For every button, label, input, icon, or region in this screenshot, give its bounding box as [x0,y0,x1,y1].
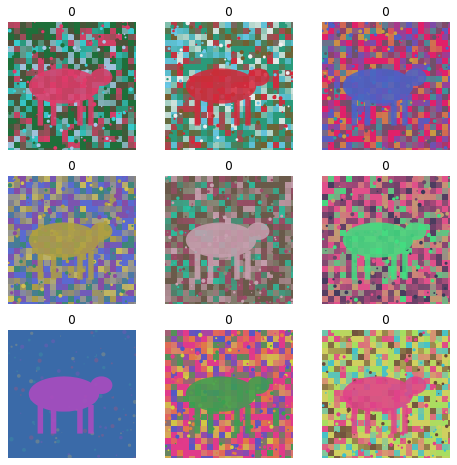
panel-2: 0 [165,4,293,150]
speckle-layer [165,176,293,304]
panel-image [322,176,450,304]
cow-silhouette [28,376,113,434]
panel-image [8,176,136,304]
speckle-layer [322,330,450,458]
panel-title: 0 [68,159,76,173]
panel-7: 0 [8,312,136,458]
panel-6: 0 [322,158,450,304]
panel-image [8,22,136,150]
panel-title: 0 [225,159,233,173]
panel-image [322,22,450,150]
speckle-layer [8,176,136,304]
panel-image [165,330,293,458]
panel-title: 0 [225,5,233,19]
panel-title: 0 [382,159,390,173]
panel-1: 0 [8,4,136,150]
panel-5: 0 [165,158,293,304]
cow-silhouette [185,68,270,126]
panel-title: 0 [382,5,390,19]
panel-image [322,330,450,458]
cow-silhouette [28,68,113,126]
cow-silhouette [342,68,427,126]
panel-image [8,330,136,458]
cow-silhouette [185,222,270,280]
panel-title: 0 [68,5,76,19]
panel-image [165,22,293,150]
cow-silhouette [185,376,270,434]
panel-title: 0 [382,313,390,327]
panel-3: 0 [322,4,450,150]
panel-8: 0 [165,312,293,458]
cow-silhouette [342,222,427,280]
cow-silhouette [342,376,427,434]
panel-title: 0 [225,313,233,327]
panel-4: 0 [8,158,136,304]
cow-silhouette [28,222,113,280]
panel-title: 0 [68,313,76,327]
panel-9: 0 [322,312,450,458]
panel-image [165,176,293,304]
